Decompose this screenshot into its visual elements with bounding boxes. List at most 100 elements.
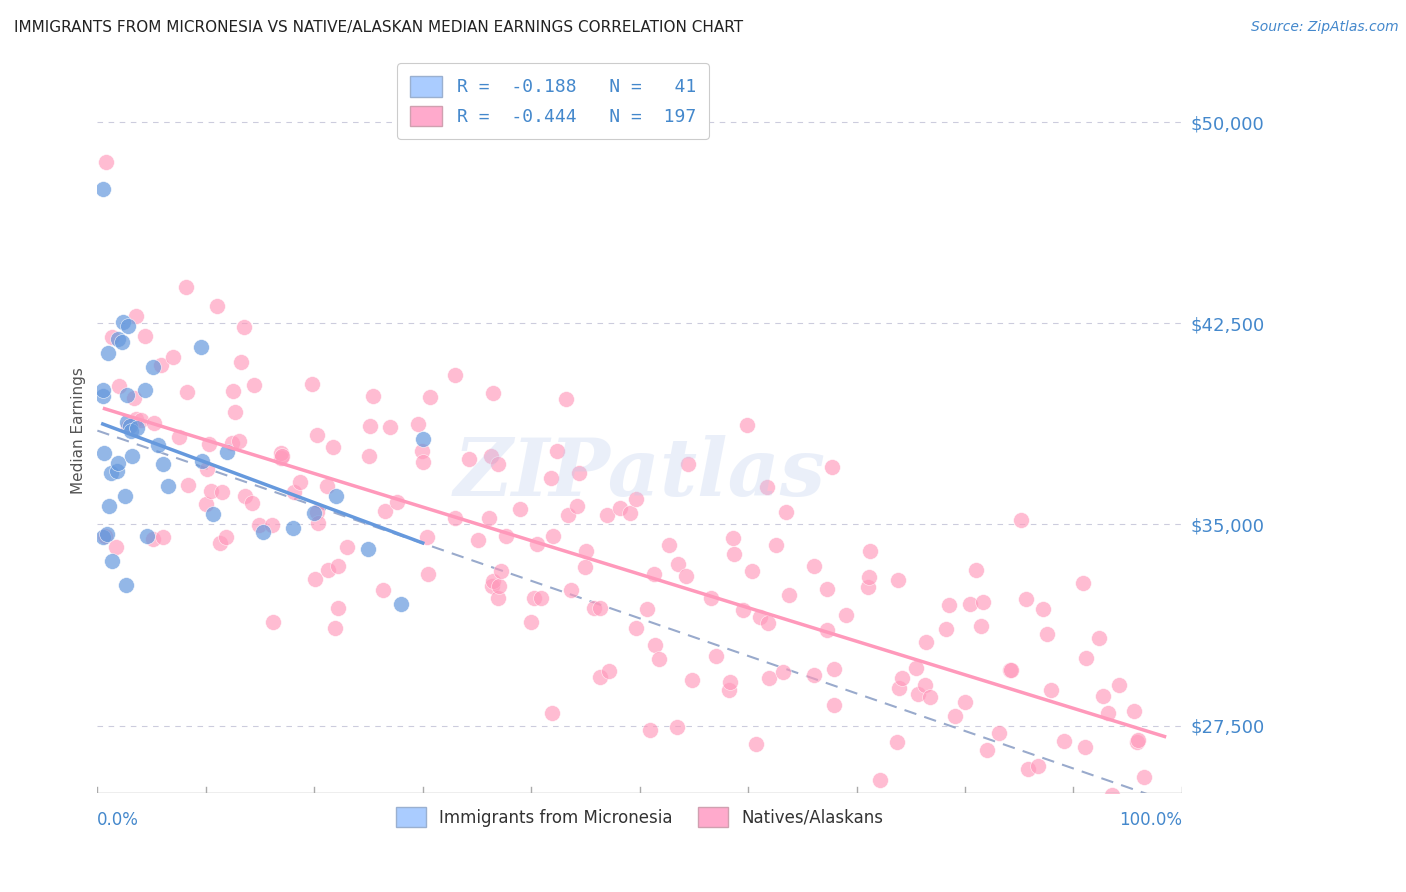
Point bbox=[486, 457, 509, 471]
Point bbox=[100, 466, 122, 480]
Point bbox=[589, 671, 612, 685]
Point bbox=[1108, 678, 1130, 692]
Point bbox=[904, 839, 927, 854]
Point bbox=[104, 540, 127, 554]
Point bbox=[416, 530, 439, 544]
Point bbox=[1026, 759, 1049, 773]
Point bbox=[568, 467, 591, 481]
Point bbox=[756, 616, 779, 631]
Point bbox=[965, 563, 987, 577]
Point bbox=[755, 479, 778, 493]
Point bbox=[540, 471, 562, 485]
Point bbox=[718, 674, 741, 689]
Point bbox=[270, 446, 292, 460]
Point bbox=[152, 457, 174, 471]
Point bbox=[640, 723, 662, 738]
Y-axis label: Median Earnings: Median Earnings bbox=[72, 368, 86, 494]
Point bbox=[117, 319, 139, 334]
Point bbox=[1123, 704, 1146, 718]
Point bbox=[666, 720, 689, 734]
Point bbox=[194, 497, 217, 511]
Point bbox=[105, 464, 128, 478]
Point bbox=[97, 346, 120, 360]
Point bbox=[575, 543, 598, 558]
Point bbox=[457, 452, 479, 467]
Text: Source: ZipAtlas.com: Source: ZipAtlas.com bbox=[1251, 20, 1399, 34]
Point bbox=[998, 663, 1021, 677]
Point bbox=[1097, 706, 1119, 721]
Point bbox=[205, 299, 228, 313]
Point bbox=[142, 417, 165, 431]
Point bbox=[935, 622, 957, 636]
Point bbox=[478, 510, 501, 524]
Point bbox=[215, 530, 238, 544]
Point bbox=[146, 438, 169, 452]
Point bbox=[107, 457, 129, 471]
Point bbox=[419, 390, 441, 404]
Point bbox=[718, 683, 741, 698]
Point bbox=[741, 565, 763, 579]
Point bbox=[389, 597, 412, 611]
Point bbox=[1153, 831, 1175, 846]
Point bbox=[200, 483, 222, 498]
Point bbox=[1017, 762, 1039, 776]
Legend: Immigrants from Micronesia, Natives/Alaskans: Immigrants from Micronesia, Natives/Alas… bbox=[388, 799, 891, 835]
Point bbox=[546, 443, 568, 458]
Point bbox=[211, 485, 233, 500]
Point bbox=[803, 668, 825, 682]
Point bbox=[723, 547, 745, 561]
Point bbox=[190, 454, 212, 468]
Point bbox=[217, 445, 239, 459]
Point bbox=[91, 389, 114, 403]
Point bbox=[489, 564, 512, 578]
Point bbox=[288, 475, 311, 489]
Point bbox=[304, 507, 326, 521]
Point bbox=[626, 492, 648, 507]
Point bbox=[1035, 627, 1057, 641]
Point bbox=[322, 440, 344, 454]
Point bbox=[359, 418, 381, 433]
Point bbox=[252, 524, 274, 539]
Point bbox=[131, 413, 153, 427]
Point bbox=[972, 595, 994, 609]
Point bbox=[247, 518, 270, 533]
Point bbox=[574, 560, 596, 574]
Text: 100.0%: 100.0% bbox=[1119, 812, 1182, 830]
Point bbox=[412, 432, 434, 446]
Point bbox=[378, 420, 401, 434]
Point bbox=[907, 687, 929, 701]
Point bbox=[316, 563, 339, 577]
Point bbox=[856, 581, 879, 595]
Point bbox=[481, 574, 503, 588]
Point bbox=[156, 479, 179, 493]
Point bbox=[221, 436, 243, 450]
Point bbox=[121, 449, 143, 463]
Point bbox=[658, 538, 681, 552]
Point bbox=[765, 537, 787, 551]
Point bbox=[821, 460, 844, 475]
Point bbox=[416, 567, 439, 582]
Point bbox=[112, 315, 135, 329]
Point bbox=[283, 484, 305, 499]
Point bbox=[737, 417, 759, 432]
Point bbox=[120, 425, 142, 439]
Point bbox=[953, 695, 976, 709]
Point bbox=[224, 404, 246, 418]
Point bbox=[305, 427, 328, 442]
Point bbox=[675, 569, 697, 583]
Point bbox=[869, 773, 891, 788]
Point bbox=[509, 501, 531, 516]
Point bbox=[704, 648, 727, 663]
Point bbox=[233, 320, 256, 334]
Point bbox=[481, 579, 503, 593]
Point bbox=[495, 529, 517, 543]
Point bbox=[891, 671, 914, 685]
Point bbox=[190, 340, 212, 354]
Point bbox=[666, 557, 689, 571]
Point bbox=[887, 573, 910, 587]
Point bbox=[385, 494, 408, 508]
Point bbox=[1128, 800, 1150, 814]
Point bbox=[959, 597, 981, 611]
Point bbox=[976, 743, 998, 757]
Point bbox=[124, 412, 146, 426]
